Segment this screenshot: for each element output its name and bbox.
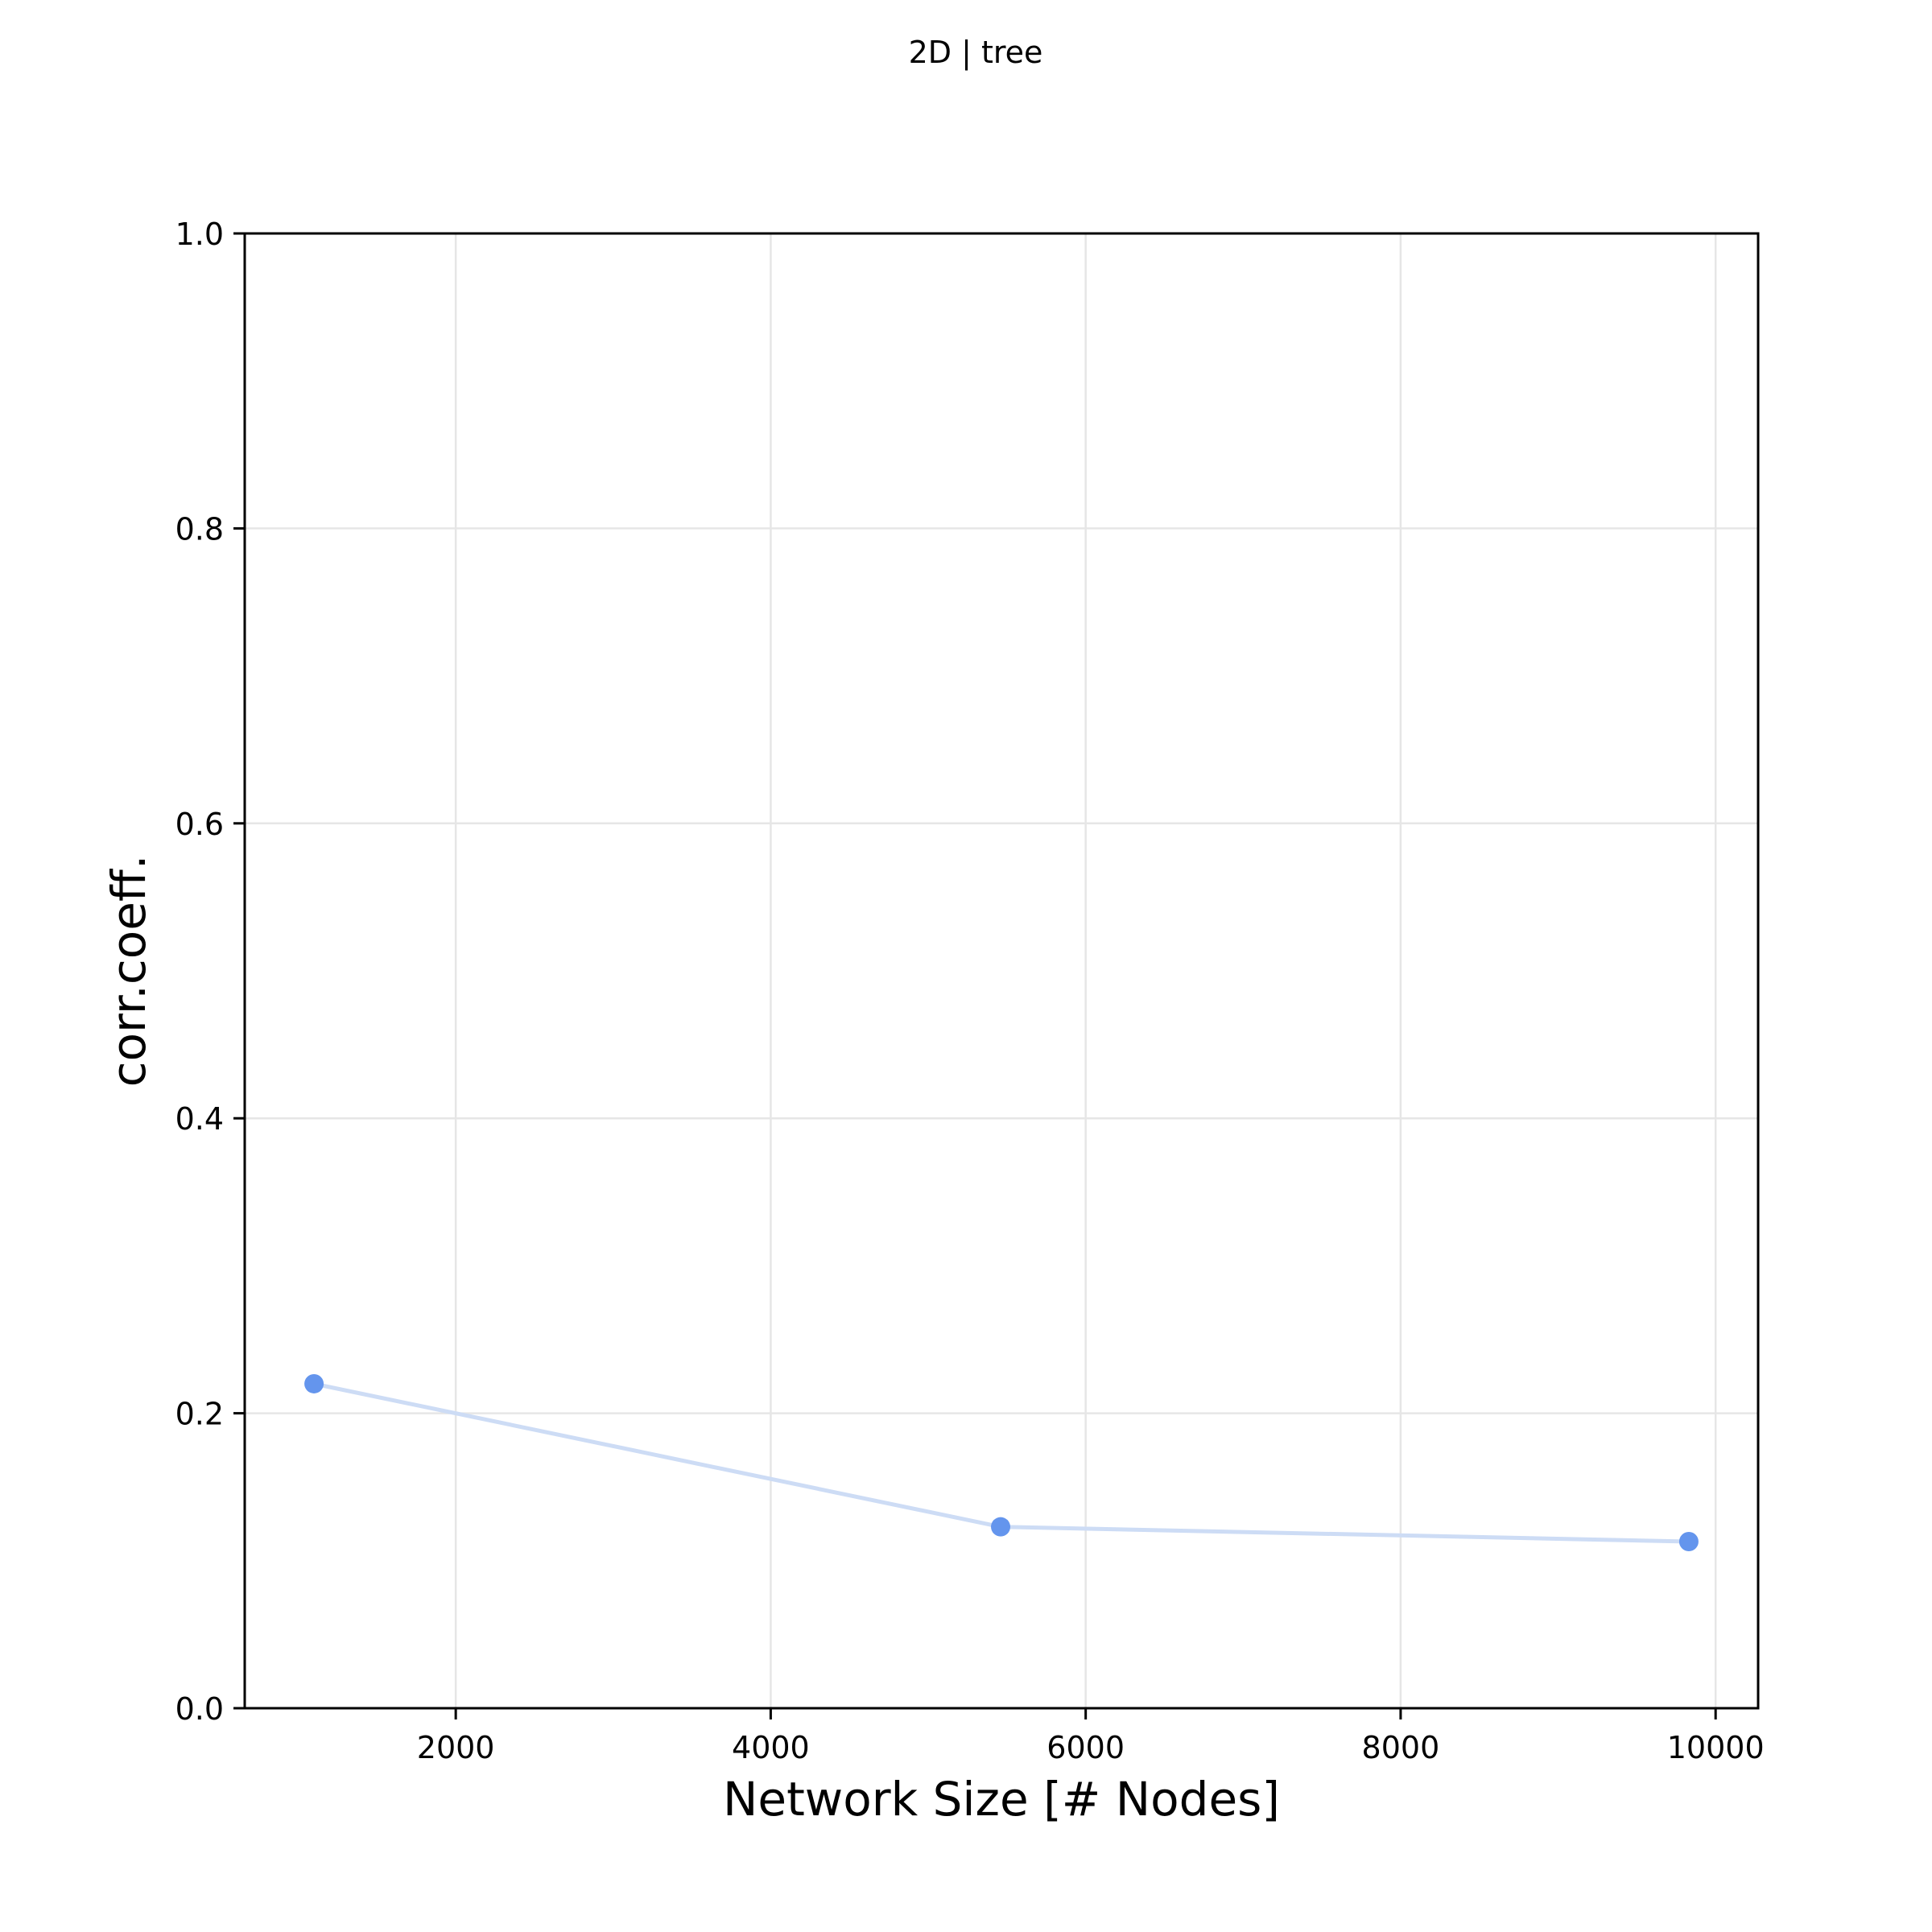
x-axis-label: Network Size [# Nodes] [723, 1772, 1280, 1827]
x-tick-label-3: 8000 [1362, 1730, 1440, 1765]
x-tick-label-4: 10000 [1667, 1730, 1765, 1765]
series-layer [304, 1373, 1699, 1551]
plot-frame [243, 232, 1760, 1710]
y-axis-ticks: 0.0 0.2 0.4 0.6 0.8 1.0 [175, 217, 245, 1727]
y-tick-label-0: 0.0 [175, 1691, 224, 1727]
y-tick-label-2: 0.4 [175, 1101, 224, 1137]
x-tick-label-1: 4000 [732, 1730, 810, 1765]
x-tick-label-0: 2000 [417, 1730, 495, 1765]
y-axis-label: corr.coeff. [101, 855, 156, 1088]
chart-title: 2D | tree [909, 35, 1043, 71]
y-tick-label-5: 1.0 [175, 217, 224, 252]
y-tick-label-1: 0.2 [175, 1397, 224, 1432]
y-tick-label-4: 0.8 [175, 511, 224, 547]
series-0-point-1 [991, 1517, 1011, 1537]
x-axis-ticks: 2000 4000 6000 8000 10000 [417, 1708, 1765, 1765]
x-tick-label-2: 6000 [1046, 1730, 1125, 1765]
series-0-point-2 [1678, 1531, 1699, 1551]
series-0-point-0 [304, 1373, 324, 1393]
y-tick-label-3: 0.6 [175, 807, 224, 842]
